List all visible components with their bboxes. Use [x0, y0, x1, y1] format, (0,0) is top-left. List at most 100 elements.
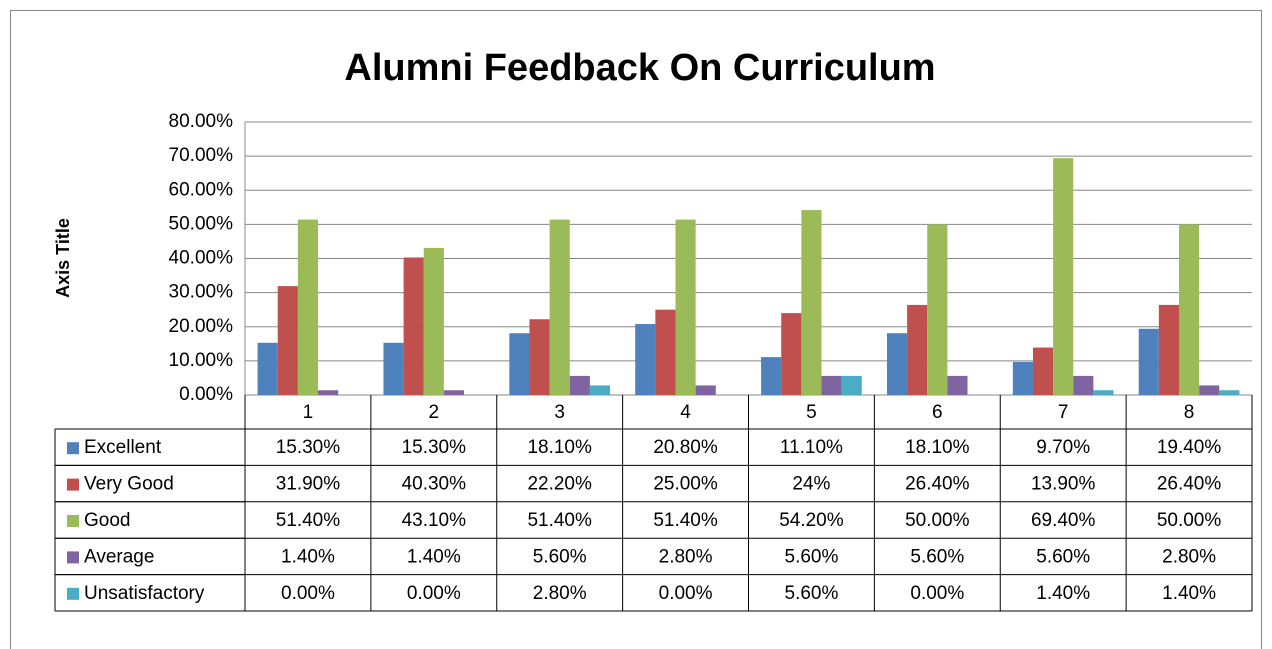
bar — [886, 333, 908, 395]
table-cell: 22.20% — [527, 474, 592, 495]
table-cell: 15.30% — [402, 437, 467, 458]
table-cell: 1.40% — [407, 546, 461, 567]
x-tick-label: 1 — [303, 402, 314, 423]
legend-key — [67, 551, 79, 564]
bar — [257, 342, 278, 395]
bar — [569, 375, 590, 395]
bar — [1053, 158, 1074, 395]
bar — [423, 247, 444, 395]
y-tick-label: 0.00% — [179, 384, 233, 405]
bar — [907, 304, 928, 395]
table-cell: 18.10% — [905, 437, 970, 458]
table-cell: 5.60% — [533, 546, 587, 567]
bar — [695, 385, 716, 395]
y-tick-label: 50.00% — [169, 213, 234, 234]
y-tick-label: 80.00% — [169, 111, 234, 132]
legend-label: Excellent — [84, 437, 162, 458]
bar — [443, 390, 465, 395]
table-cell: 50.00% — [905, 510, 970, 531]
x-tick-label: 2 — [429, 402, 440, 423]
table-cell: 26.40% — [1157, 474, 1222, 495]
x-tick-label: 3 — [554, 402, 565, 423]
table-cell: 24% — [792, 474, 830, 495]
bar — [383, 342, 404, 395]
bar — [318, 390, 339, 395]
table-cell: 25.00% — [653, 474, 718, 495]
table-cell: 69.40% — [1031, 510, 1096, 531]
table-cell: 31.90% — [276, 474, 341, 495]
table-cell: 5.60% — [1036, 546, 1090, 567]
table-cell: 0.00% — [407, 583, 461, 604]
y-tick-label: 60.00% — [169, 179, 234, 200]
table-cell: 11.10% — [780, 437, 843, 458]
table-cell: 1.40% — [1036, 583, 1090, 604]
legend-key — [67, 587, 79, 600]
bar — [655, 309, 676, 395]
bar — [1178, 224, 1200, 395]
table-cell: 19.40% — [1157, 437, 1222, 458]
bar — [589, 385, 611, 395]
bar — [1199, 385, 1220, 395]
table-cell: 0.00% — [659, 583, 713, 604]
bar — [403, 257, 424, 395]
y-tick-label: 20.00% — [169, 316, 234, 337]
bar — [821, 375, 842, 395]
legend-label: Good — [84, 510, 130, 531]
bar — [1012, 361, 1033, 395]
table-cell: 0.00% — [910, 583, 964, 604]
legend-label: Unsatisfactory — [84, 583, 205, 604]
table-cell: 1.40% — [1162, 583, 1216, 604]
bar — [675, 219, 696, 395]
bar — [509, 333, 530, 395]
bar — [1093, 390, 1114, 395]
bar — [1032, 347, 1054, 395]
bar — [781, 313, 802, 395]
y-axis-title: Axis Title — [53, 218, 73, 298]
bar — [297, 219, 319, 395]
bar — [927, 224, 948, 395]
y-tick-label: 10.00% — [169, 350, 234, 371]
legend-key — [67, 442, 79, 455]
table-cell: 5.60% — [785, 546, 839, 567]
table-cell: 26.40% — [905, 474, 970, 495]
bar — [1073, 375, 1094, 395]
bar — [841, 375, 862, 395]
bar — [801, 210, 822, 395]
bar — [1138, 328, 1159, 395]
chart-title: Alumni Feedback On Curriculum — [344, 47, 935, 89]
table-cell: 9.70% — [1036, 437, 1090, 458]
table-cell: 43.10% — [402, 510, 467, 531]
bar — [549, 219, 570, 395]
x-tick-label: 7 — [1058, 402, 1069, 423]
table-cell: 18.10% — [527, 437, 592, 458]
table-cell: 1.40% — [281, 546, 335, 567]
y-tick-label: 40.00% — [169, 248, 234, 269]
y-tick-label: 70.00% — [169, 145, 234, 166]
legend-label: Average — [84, 546, 154, 567]
table-cell: 5.60% — [785, 583, 839, 604]
table-cell: 54.20% — [779, 510, 844, 531]
table-cell: 51.40% — [527, 510, 592, 531]
bar — [1219, 390, 1240, 395]
x-tick-label: 4 — [680, 402, 691, 423]
legend-key — [67, 478, 79, 491]
table-cell: 50.00% — [1157, 510, 1222, 531]
legend-label: Very Good — [84, 474, 174, 495]
table-cell: 15.30% — [276, 437, 341, 458]
bar — [947, 375, 968, 395]
bar — [277, 286, 298, 395]
table-cell: 2.80% — [533, 583, 587, 604]
x-tick-label: 8 — [1184, 402, 1195, 423]
bar — [635, 324, 656, 395]
table-cell: 0.00% — [281, 583, 335, 604]
y-tick-label: 30.00% — [169, 282, 234, 303]
table-cell: 2.80% — [659, 546, 713, 567]
bar — [529, 319, 550, 395]
table-cell: 51.40% — [653, 510, 718, 531]
table-cell: 20.80% — [653, 437, 718, 458]
table-cell: 2.80% — [1162, 546, 1216, 567]
bar — [761, 357, 782, 395]
table-cell: 5.60% — [910, 546, 964, 567]
x-tick-label: 5 — [806, 402, 817, 423]
